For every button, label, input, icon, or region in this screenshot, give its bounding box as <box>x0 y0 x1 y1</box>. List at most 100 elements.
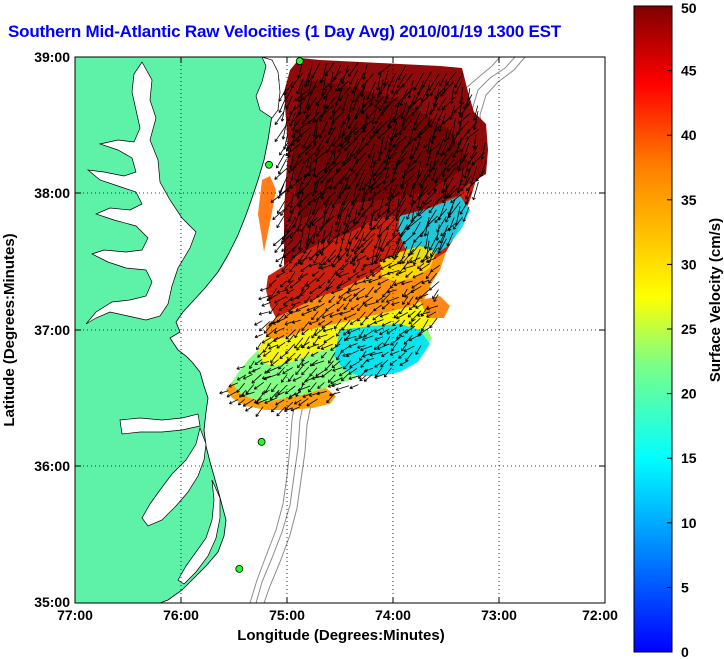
velocity-arrow <box>319 184 333 195</box>
velocity-arrow <box>382 287 391 298</box>
velocity-arrow <box>365 134 376 146</box>
velocity-arrow <box>302 133 312 149</box>
velocity-arrow <box>396 312 409 320</box>
velocity-arrow <box>316 272 325 282</box>
velocity-arrow <box>348 375 360 380</box>
y-axis-label: Latitude (Degrees:Minutes) <box>1 233 18 426</box>
velocity-arrow <box>312 118 319 138</box>
velocity-arrow <box>352 262 360 274</box>
velocity-arrow <box>417 311 431 317</box>
velocity-arrow <box>374 96 384 108</box>
velocity-arrow <box>327 255 336 263</box>
velocity-arrow <box>366 81 376 100</box>
velocity-arrow <box>446 126 453 141</box>
velocity-arrow <box>374 254 382 265</box>
velocity-arrow <box>289 102 303 115</box>
velocity-arrow <box>347 111 359 130</box>
velocity-arrow <box>276 342 286 349</box>
velocity-arrow <box>413 117 424 131</box>
velocity-arrow <box>272 207 287 220</box>
velocity-arrow <box>374 361 383 368</box>
velocity-arrow <box>284 279 294 290</box>
velocity-arrow <box>308 246 325 260</box>
velocity-arrow <box>350 304 359 311</box>
velocity-arrow <box>383 177 397 191</box>
velocity-arrow <box>276 153 285 169</box>
velocity-arrow <box>423 136 437 148</box>
velocity-arrow <box>317 320 326 326</box>
velocity-arrow <box>373 342 383 350</box>
velocity-arrow <box>254 320 263 326</box>
velocity-arrow <box>301 112 312 125</box>
velocity-arrow <box>371 270 381 277</box>
velocity-arrow <box>278 96 287 114</box>
velocity-arrow <box>338 272 349 278</box>
velocity-arrow <box>433 294 439 303</box>
velocity-arrow <box>365 272 375 279</box>
velocity-arrow <box>284 357 293 364</box>
delaware-bay <box>255 57 281 119</box>
velocity-arrow <box>348 343 358 348</box>
velocity-arrow <box>300 216 312 233</box>
velocity-arrow <box>397 73 407 89</box>
velocity-arrow <box>401 280 413 286</box>
velocity-arrow <box>322 328 334 333</box>
velocity-arrow <box>274 125 287 143</box>
y-tick-label: 37:00 <box>34 322 70 338</box>
velocity-arrow <box>440 141 449 157</box>
colorbar-tick-label: 15 <box>681 450 697 466</box>
velocity-arrow <box>397 197 407 213</box>
velocity-arrow <box>336 303 345 312</box>
velocity-arrow <box>404 289 415 298</box>
colorbar-tick-label: 40 <box>681 127 697 143</box>
velocity-arrow <box>460 137 469 153</box>
velocity-arrow <box>429 317 438 329</box>
velocity-arrow <box>361 73 374 88</box>
velocity-arrow <box>410 285 422 293</box>
velocity-arrow <box>329 105 342 120</box>
velocity-arrow <box>356 231 365 250</box>
velocity-arrow <box>380 262 392 270</box>
velocity-arrow <box>333 176 344 190</box>
velocity-arrow <box>324 159 337 172</box>
velocity-arrow <box>343 328 351 336</box>
velocity-arrow <box>318 294 325 303</box>
velocity-arrow <box>303 238 313 255</box>
velocity-arrow <box>317 334 328 339</box>
velocity-arrow <box>236 374 247 381</box>
velocity-field-coastal-strip <box>258 176 276 252</box>
velocity-arrow <box>332 94 341 114</box>
velocity-arrow <box>406 256 413 264</box>
velocity-arrow <box>362 263 373 268</box>
velocity-field-cyan <box>334 324 430 376</box>
velocity-arrow <box>382 70 389 86</box>
velocity-arrow <box>311 225 318 245</box>
velocity-arrow <box>331 382 342 388</box>
velocity-arrow <box>425 270 432 280</box>
velocity-arrow <box>295 365 303 375</box>
velocity-arrow <box>316 311 327 321</box>
velocity-arrow <box>284 407 293 412</box>
velocity-arrow <box>323 335 335 343</box>
velocity-arrow <box>429 80 440 96</box>
velocity-arrow <box>405 271 413 278</box>
velocity-arrow <box>343 360 352 370</box>
velocity-arrow <box>256 342 262 351</box>
velocity-arrow <box>290 118 301 131</box>
velocity-arrow <box>268 303 278 315</box>
velocity-arrow <box>423 231 429 250</box>
velocity-arrow <box>417 205 431 217</box>
velocity-arrow <box>437 105 446 122</box>
velocity-arrow <box>440 177 447 194</box>
velocity-arrow <box>356 301 366 312</box>
velocity-arrow <box>299 273 309 278</box>
velocity-arrow <box>410 318 421 328</box>
velocity-arrow <box>413 72 424 91</box>
velocity-arrow <box>289 279 302 289</box>
velocity-arrow <box>460 175 472 192</box>
velocity-arrow <box>387 112 398 128</box>
velocity-arrow <box>290 301 301 307</box>
velocity-arrow <box>351 86 357 103</box>
velocity-arrow <box>337 142 349 153</box>
velocity-arrow <box>463 161 470 179</box>
